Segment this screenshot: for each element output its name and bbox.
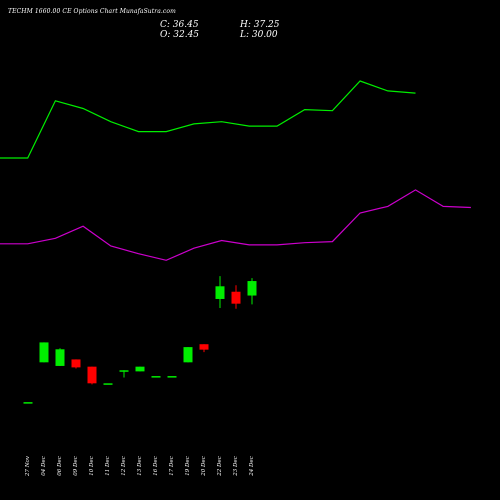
candle	[119, 370, 129, 378]
candle-body	[215, 286, 225, 299]
x-tick-label: 23 Dec	[233, 456, 239, 477]
bands-layer	[0, 80, 471, 261]
candle	[183, 347, 193, 363]
upper-band-line	[0, 80, 416, 159]
candle-body	[151, 376, 161, 378]
candle	[23, 402, 33, 404]
lower-band-line	[0, 189, 471, 261]
x-tick-label: 27 Nov	[25, 455, 31, 477]
candle-body	[119, 370, 129, 372]
x-tick-label: 12 Dec	[121, 456, 127, 476]
candle-body	[199, 344, 209, 350]
candle-body	[55, 349, 65, 366]
x-tick-label: 10 Dec	[89, 456, 95, 476]
candle-body	[71, 359, 81, 368]
candle	[135, 366, 145, 372]
x-tick-label: 22 Dec	[217, 456, 223, 477]
x-tick-label: 04 Dec	[41, 456, 47, 476]
candle	[103, 383, 113, 385]
x-tick-label: 24 Dec	[249, 456, 255, 477]
open-value: O: 32.45	[160, 30, 200, 40]
candle	[39, 342, 49, 363]
candle-body	[167, 376, 177, 378]
candle-body	[183, 347, 193, 363]
x-tick-label: 09 Dec	[73, 456, 79, 476]
candle	[215, 276, 225, 309]
candle-body	[39, 342, 49, 363]
candle	[247, 278, 257, 305]
candle-body	[87, 366, 97, 384]
candle-body	[23, 402, 33, 404]
low-value: L: 30.00	[240, 30, 278, 40]
candle	[87, 366, 97, 385]
candle	[167, 376, 177, 378]
x-tick-label: 06 Dec	[57, 456, 63, 476]
candle-body	[103, 383, 113, 385]
candles-layer	[23, 276, 257, 404]
x-tick-label: 16 Dec	[153, 456, 159, 476]
candle	[71, 359, 81, 369]
candle-body	[231, 291, 241, 304]
x-tick-label: 11 Dec	[105, 456, 111, 476]
candle	[151, 376, 161, 378]
candle	[231, 285, 241, 309]
x-tick-label: 20 Dec	[201, 456, 207, 477]
x-tick-label: 13 Dec	[137, 456, 143, 476]
x-tick-label: 17 Dec	[169, 456, 175, 476]
x-tick-label: 19 Dec	[185, 456, 191, 476]
candle-body	[135, 366, 145, 372]
close-value: C: 36.45	[160, 20, 199, 30]
high-value: H: 37.25	[240, 20, 280, 30]
candle	[199, 344, 209, 353]
candle-body	[247, 281, 257, 296]
x-axis-labels: 27 Nov 04 Dec 06 Dec 09 Dec 10 Dec 11 Dec 12 D…	[25, 455, 255, 477]
chart-title: TECHM 1660.00 CE Options Chart MunafaSut…	[8, 8, 176, 15]
candle	[55, 348, 65, 366]
